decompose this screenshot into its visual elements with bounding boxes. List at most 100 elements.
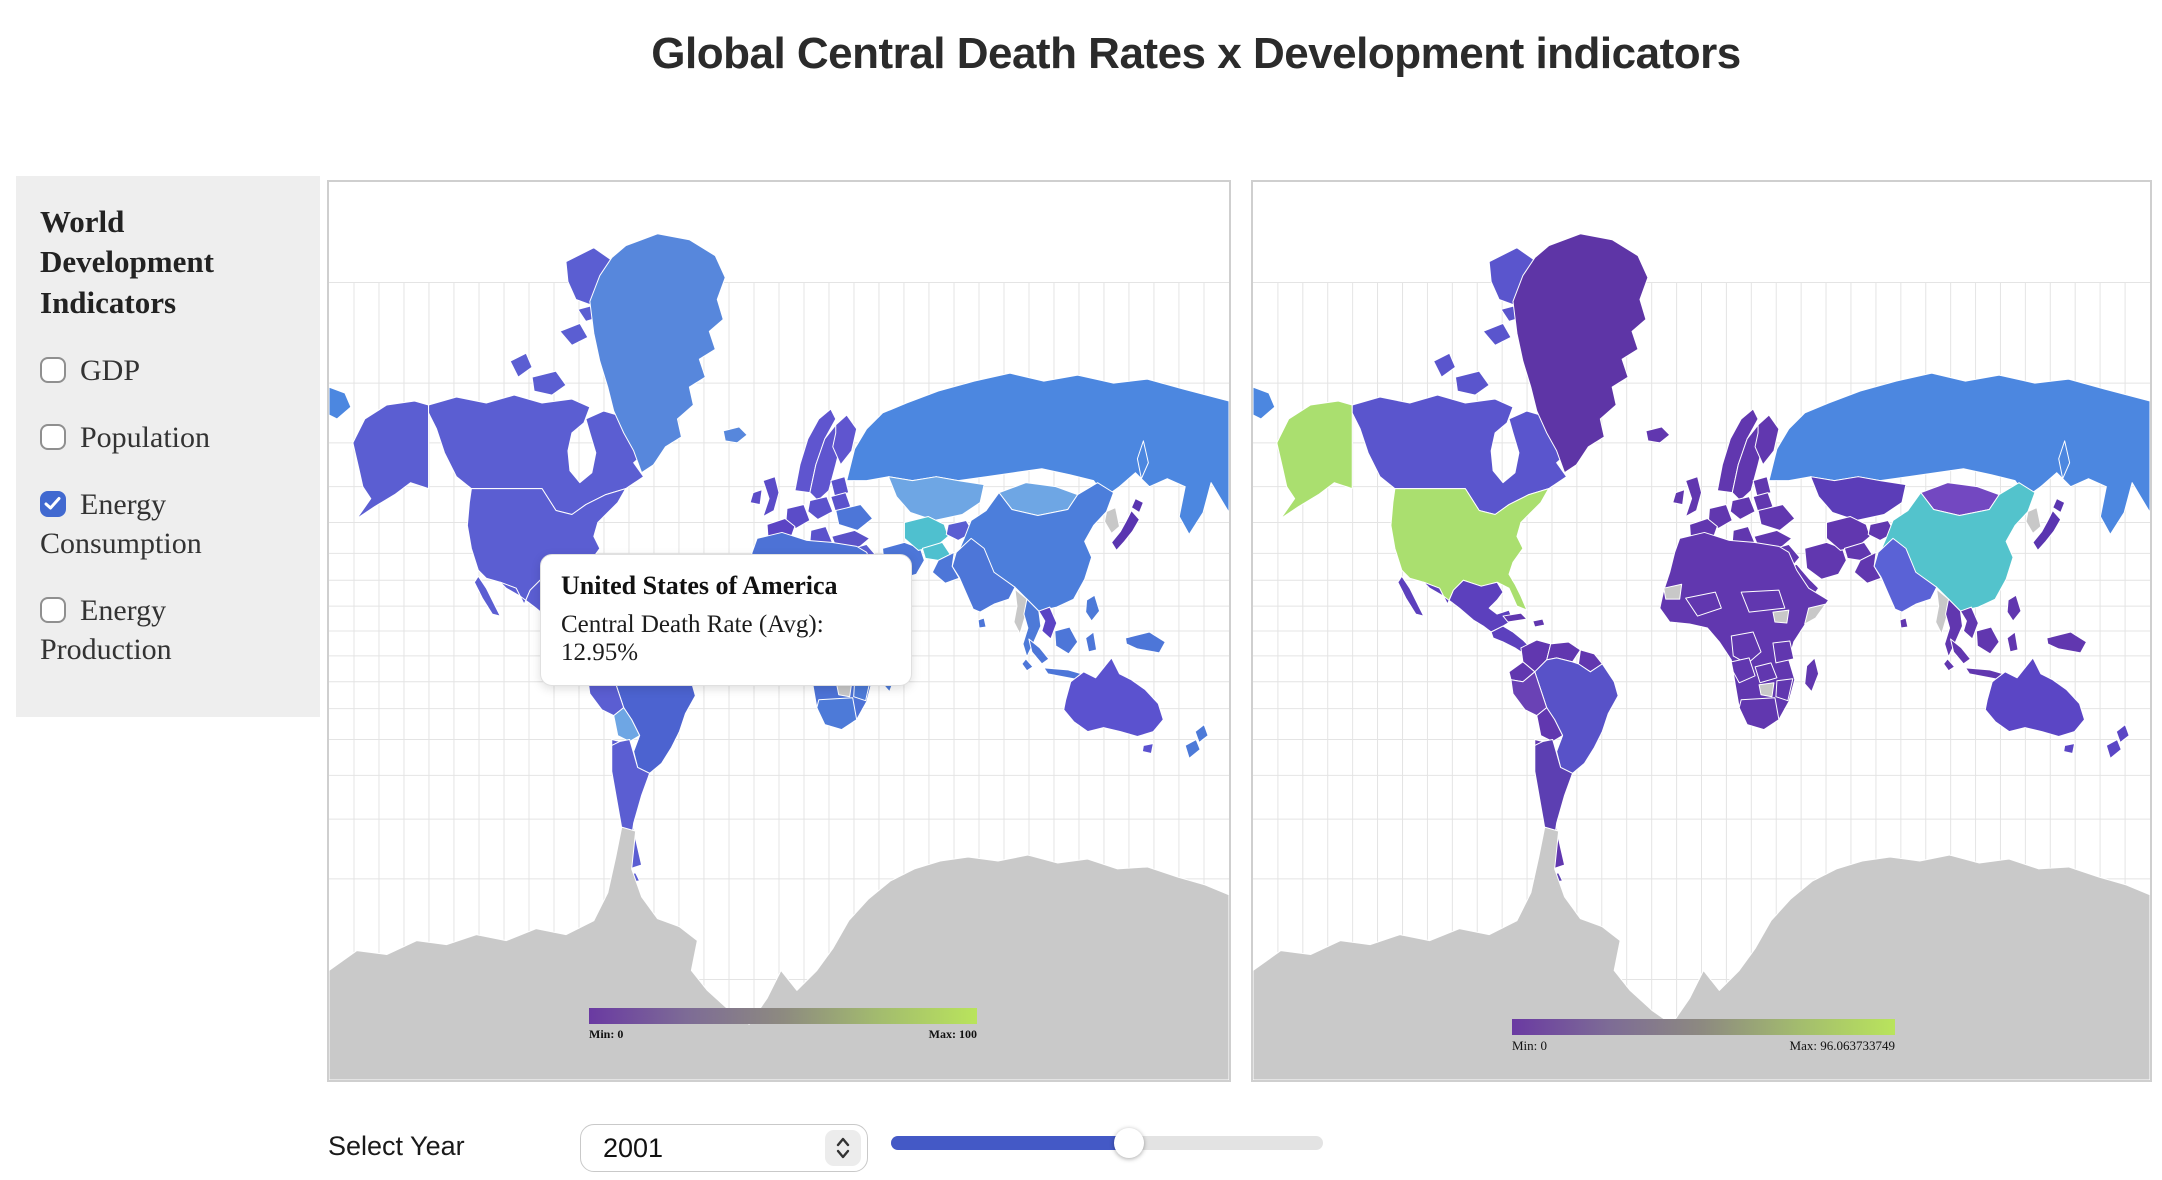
country-kazakhstan[interactable] (888, 476, 985, 521)
country-vietnam[interactable] (1038, 606, 1058, 640)
country-alaska[interactable] (352, 400, 430, 519)
country-cuba[interactable] (1502, 612, 1528, 623)
country-thailand[interactable] (1022, 598, 1042, 658)
country-baltics[interactable] (830, 476, 850, 498)
country-nz[interactable] (1184, 724, 1209, 759)
indicator-checkbox-energy-consumption[interactable]: Energy Consumption (40, 485, 296, 563)
country-iceland[interactable] (1645, 426, 1671, 444)
country-hokkaido[interactable] (1130, 498, 1144, 514)
country-sakhalin[interactable] (2058, 440, 2071, 480)
country-greenland[interactable] (1512, 233, 1649, 474)
checkbox-unchecked-icon[interactable] (40, 423, 66, 450)
country-centralasia[interactable] (903, 516, 949, 551)
country-southsudan[interactable] (1772, 609, 1790, 624)
country-sumatra[interactable] (1028, 638, 1050, 665)
country-southafrica[interactable] (1738, 697, 1780, 731)
country-poland[interactable] (807, 496, 834, 520)
country-srilanka[interactable] (1899, 617, 1909, 629)
indicator-checkbox-gdp[interactable]: GDP (40, 351, 296, 390)
country-ireland[interactable] (749, 489, 763, 506)
year-select-dropdown[interactable]: 2001 (580, 1124, 868, 1172)
country-usa[interactable] (1390, 488, 1550, 611)
country-wsahara[interactable] (1663, 583, 1683, 600)
choropleth-map-right[interactable] (1253, 182, 2150, 1080)
country-zambia[interactable] (1754, 662, 1778, 684)
country-japan[interactable] (2032, 510, 2062, 551)
country-sulawesi[interactable] (2006, 631, 2019, 653)
country-iran[interactable] (1804, 541, 1847, 580)
country-ukraine[interactable] (835, 504, 874, 531)
country-chukotka[interactable] (1253, 386, 1276, 420)
country-borneo[interactable] (1054, 626, 1079, 655)
select-stepper-icon[interactable] (825, 1130, 861, 1166)
country-alaska[interactable] (1276, 400, 1353, 519)
country-centralasia[interactable] (1826, 516, 1871, 551)
country-sakhalin[interactable] (1136, 440, 1149, 480)
country-germany[interactable] (785, 504, 811, 529)
checkbox-unchecked-icon[interactable] (40, 356, 66, 383)
country-russia[interactable] (1768, 372, 2150, 535)
country-india[interactable] (951, 537, 1016, 613)
country-australia[interactable] (1063, 657, 1164, 738)
checkbox-unchecked-icon[interactable] (40, 596, 66, 623)
country-madagascar[interactable] (1804, 657, 1820, 693)
country-baltics[interactable] (1752, 476, 1772, 498)
country-zimbabwe[interactable] (1758, 682, 1775, 698)
country-germany[interactable] (1707, 504, 1733, 529)
country-baja[interactable] (1397, 575, 1425, 617)
country-uk[interactable] (762, 476, 780, 518)
country-drc[interactable] (1730, 631, 1762, 665)
country-ireland[interactable] (1672, 489, 1686, 506)
country-uk[interactable] (1685, 476, 1702, 518)
country-philippines[interactable] (1085, 594, 1101, 622)
country-korea[interactable] (1104, 507, 1120, 534)
year-slider[interactable] (891, 1128, 1323, 1158)
indicator-checkbox-population[interactable]: Population (40, 418, 296, 457)
country-chukotka[interactable] (329, 386, 352, 420)
country-baja[interactable] (473, 575, 501, 617)
country-greenland[interactable] (589, 233, 726, 474)
country-poland[interactable] (1729, 496, 1756, 520)
country-malipatch[interactable] (1685, 591, 1722, 617)
country-vietnam[interactable] (1959, 606, 1979, 640)
country-australia[interactable] (1984, 657, 2086, 738)
country-arctic4[interactable] (1433, 352, 1456, 378)
country-malaysia[interactable] (1943, 658, 1956, 672)
country-hokkaido[interactable] (2052, 498, 2066, 514)
country-antarctica[interactable] (1253, 826, 2150, 1080)
country-india[interactable] (1873, 537, 1938, 613)
country-mexico[interactable] (1423, 579, 1514, 633)
country-arctic4[interactable] (509, 352, 533, 378)
country-srilanka[interactable] (977, 617, 987, 629)
country-borneo[interactable] (1975, 626, 2000, 655)
country-finland[interactable] (1754, 414, 1780, 466)
country-newguinea[interactable] (1124, 631, 1166, 654)
country-thailand[interactable] (1944, 598, 1963, 658)
country-hispaniola[interactable] (1532, 618, 1546, 628)
country-newguinea[interactable] (2046, 631, 2087, 654)
country-chadsudan[interactable] (1740, 589, 1786, 613)
country-tanzania[interactable] (1772, 640, 1795, 664)
country-angola[interactable] (1730, 657, 1756, 684)
country-kazakhstan[interactable] (1810, 476, 1907, 521)
country-somalia[interactable] (1804, 603, 1827, 625)
country-arctic2[interactable] (1454, 370, 1490, 396)
slider-thumb[interactable] (1113, 1128, 1144, 1158)
country-ukraine[interactable] (1757, 504, 1796, 531)
country-arctic2[interactable] (531, 370, 567, 396)
country-japan[interactable] (1111, 510, 1140, 551)
checkbox-checked-icon[interactable] (40, 490, 66, 517)
country-tasmania[interactable] (1141, 743, 1154, 754)
country-tasmania[interactable] (2063, 743, 2076, 754)
country-mozambique[interactable] (1775, 678, 1794, 702)
country-russia[interactable] (846, 372, 1229, 535)
country-iceland[interactable] (722, 426, 748, 444)
country-sulawesi[interactable] (1085, 631, 1098, 653)
country-korea[interactable] (2025, 507, 2042, 534)
country-philippines[interactable] (2006, 594, 2022, 622)
country-sumatra[interactable] (1950, 638, 1971, 665)
country-nz[interactable] (2105, 724, 2130, 759)
indicator-checkbox-energy-production[interactable]: Energy Production (40, 591, 296, 669)
country-malaysia[interactable] (1021, 658, 1034, 672)
country-southafrica[interactable] (816, 697, 858, 731)
